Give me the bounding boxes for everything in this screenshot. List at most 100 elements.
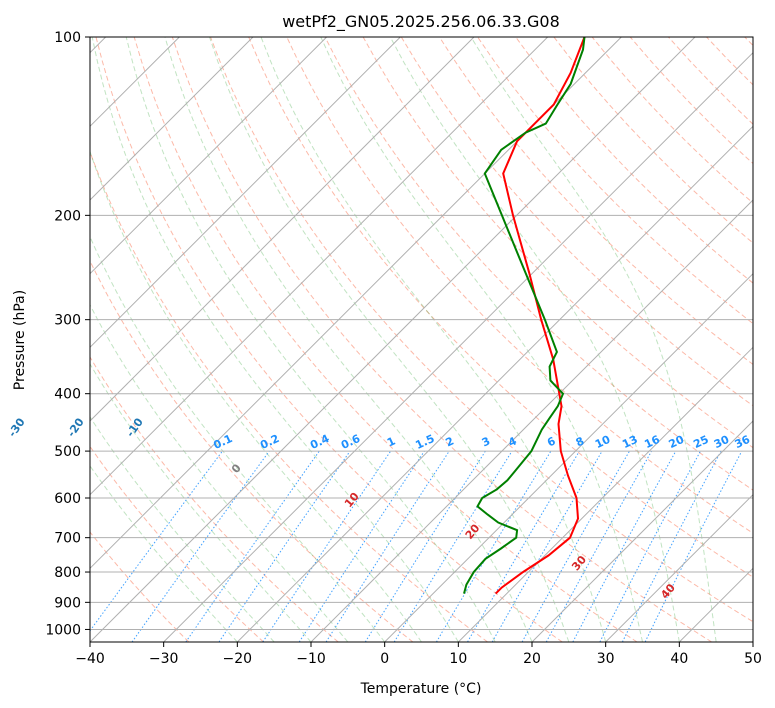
dry-adiabat-line	[324, 37, 753, 491]
isotherm-line	[90, 37, 475, 422]
mixing-ratio-label: 10	[593, 433, 613, 451]
mixing-ratio-line	[298, 450, 425, 642]
mixing-ratio-label: 3	[480, 434, 492, 449]
dewpoint-profile-line	[463, 37, 586, 594]
mixing-ratio-label: 0.1	[211, 432, 234, 452]
y-tick-label: 300	[54, 313, 81, 329]
mixing-ratio-label: 30	[712, 433, 732, 451]
moist-adiabat-line	[389, 37, 680, 642]
moist-adiabat-line	[90, 415, 275, 642]
mixing-ratio-line	[218, 450, 351, 642]
data-series	[463, 37, 586, 595]
mixing-ratio-label: 13	[620, 433, 639, 451]
plot-area	[90, 37, 753, 642]
mixing-ratio-label: 1.5	[413, 432, 436, 452]
isotherm-line	[678, 567, 753, 642]
y-tick-label: 100	[54, 30, 81, 46]
moist-adiabat-line	[260, 37, 607, 642]
axes: −40 −30 −20 −10 0 10 20 30 40 5010020030040050060…	[45, 30, 762, 667]
y-tick-label: 200	[54, 208, 81, 224]
moist-adiabat-label: 40	[658, 581, 678, 601]
dry-adiabat-line	[90, 356, 339, 642]
background-lines	[90, 37, 753, 642]
dry-adiabat-line	[90, 531, 190, 642]
y-axis-label: Pressure (hPa)	[12, 290, 28, 390]
isotherm-line	[90, 37, 254, 201]
y-tick-label: 1000	[45, 622, 81, 638]
dry-adiabat-line	[706, 37, 753, 86]
x-tick-label: 40	[670, 651, 688, 667]
dry-adiabat-line	[477, 37, 753, 325]
moist-adiabat-line	[90, 235, 386, 642]
x-tick-label: −30	[149, 651, 179, 667]
y-tick-label: 600	[54, 491, 81, 507]
mixing-ratio-line	[185, 450, 320, 642]
moist-adiabat-label: 10	[342, 490, 362, 510]
plot-frame	[89, 36, 754, 643]
mixing-ratio-line	[467, 450, 580, 642]
isotherm-line	[90, 37, 549, 496]
mixing-ratio-label: 6	[545, 434, 558, 449]
dry-adiabat-line	[553, 37, 753, 244]
dry-adiabat-line	[95, 37, 563, 642]
isotherm-line	[90, 37, 401, 348]
moist-adiabat-label: 30	[569, 553, 589, 573]
x-tick-label: −10	[296, 651, 326, 667]
x-tick-label: 0	[380, 651, 389, 667]
isotherm-line	[90, 37, 107, 54]
moist-adiabat-line	[470, 37, 717, 642]
x-tick-label: 10	[449, 651, 467, 667]
line-labels: -100-90-80-70-60-50-40-30-20-100.10.20.4…	[6, 415, 753, 601]
mixing-ratio-label: 16	[642, 433, 662, 451]
isotherm-line	[457, 346, 753, 642]
chart-title: wetPf2_GN05.2025.256.06.33.G08	[282, 12, 560, 32]
mixing-ratio-label: 20	[667, 433, 687, 451]
y-tick-label: 800	[54, 565, 81, 581]
dry-adiabat-line	[515, 37, 753, 284]
isotherm-line	[384, 273, 753, 642]
y-tick-label: 900	[54, 595, 81, 611]
isotherm-line	[236, 125, 753, 642]
mixing-ratio-line	[644, 450, 743, 642]
x-tick-label: −40	[75, 651, 105, 667]
moist-adiabat-line	[209, 37, 570, 642]
moist-adiabat-line	[164, 37, 533, 642]
dry-adiabat-line	[744, 37, 753, 47]
dry-adiabat-label: -30	[6, 415, 28, 439]
mixing-ratio-label: 25	[691, 433, 710, 451]
mixing-ratio-label: 0.2	[258, 432, 281, 452]
mixing-ratio-line	[325, 450, 450, 642]
y-tick-label: 400	[54, 387, 81, 403]
mixing-ratio-line	[545, 450, 653, 642]
isotherm-line	[90, 37, 180, 127]
x-tick-label: 50	[744, 651, 762, 667]
mixing-ratio-line	[599, 450, 701, 642]
isotherm-line	[310, 199, 753, 642]
moist-adiabat-line	[90, 465, 238, 642]
mixing-ratio-line	[621, 450, 722, 642]
mixing-ratio-line	[572, 450, 677, 642]
moist-adiabat-line	[90, 149, 422, 642]
mixing-ratio-label: 4	[506, 434, 519, 449]
moist-adiabat-line	[90, 303, 349, 642]
dry-adiabat-line	[133, 37, 638, 642]
mixing-ratio-label: 1	[385, 434, 397, 449]
dry-adiabat-line	[171, 37, 712, 642]
dry-adiabat-line	[90, 150, 488, 642]
mixing-ratio-label: 2	[444, 434, 456, 449]
isotherm-line	[605, 494, 753, 642]
dry-adiabat-line	[90, 259, 414, 642]
dry-adiabat-line	[90, 445, 264, 642]
temperature-profile-line	[494, 37, 586, 595]
y-tick-label: 700	[54, 531, 81, 547]
mixing-ratio-line	[435, 450, 552, 642]
dry-adiabat-line	[668, 37, 753, 125]
dry-adiabat-line	[210, 37, 753, 623]
isotherm-line	[163, 52, 753, 642]
x-tick-label: −20	[223, 651, 253, 667]
x-tick-label: 20	[523, 651, 541, 667]
isotherm-line	[531, 420, 753, 642]
mixing-ratio-label: 36	[733, 433, 753, 451]
x-tick-label: 30	[597, 651, 615, 667]
